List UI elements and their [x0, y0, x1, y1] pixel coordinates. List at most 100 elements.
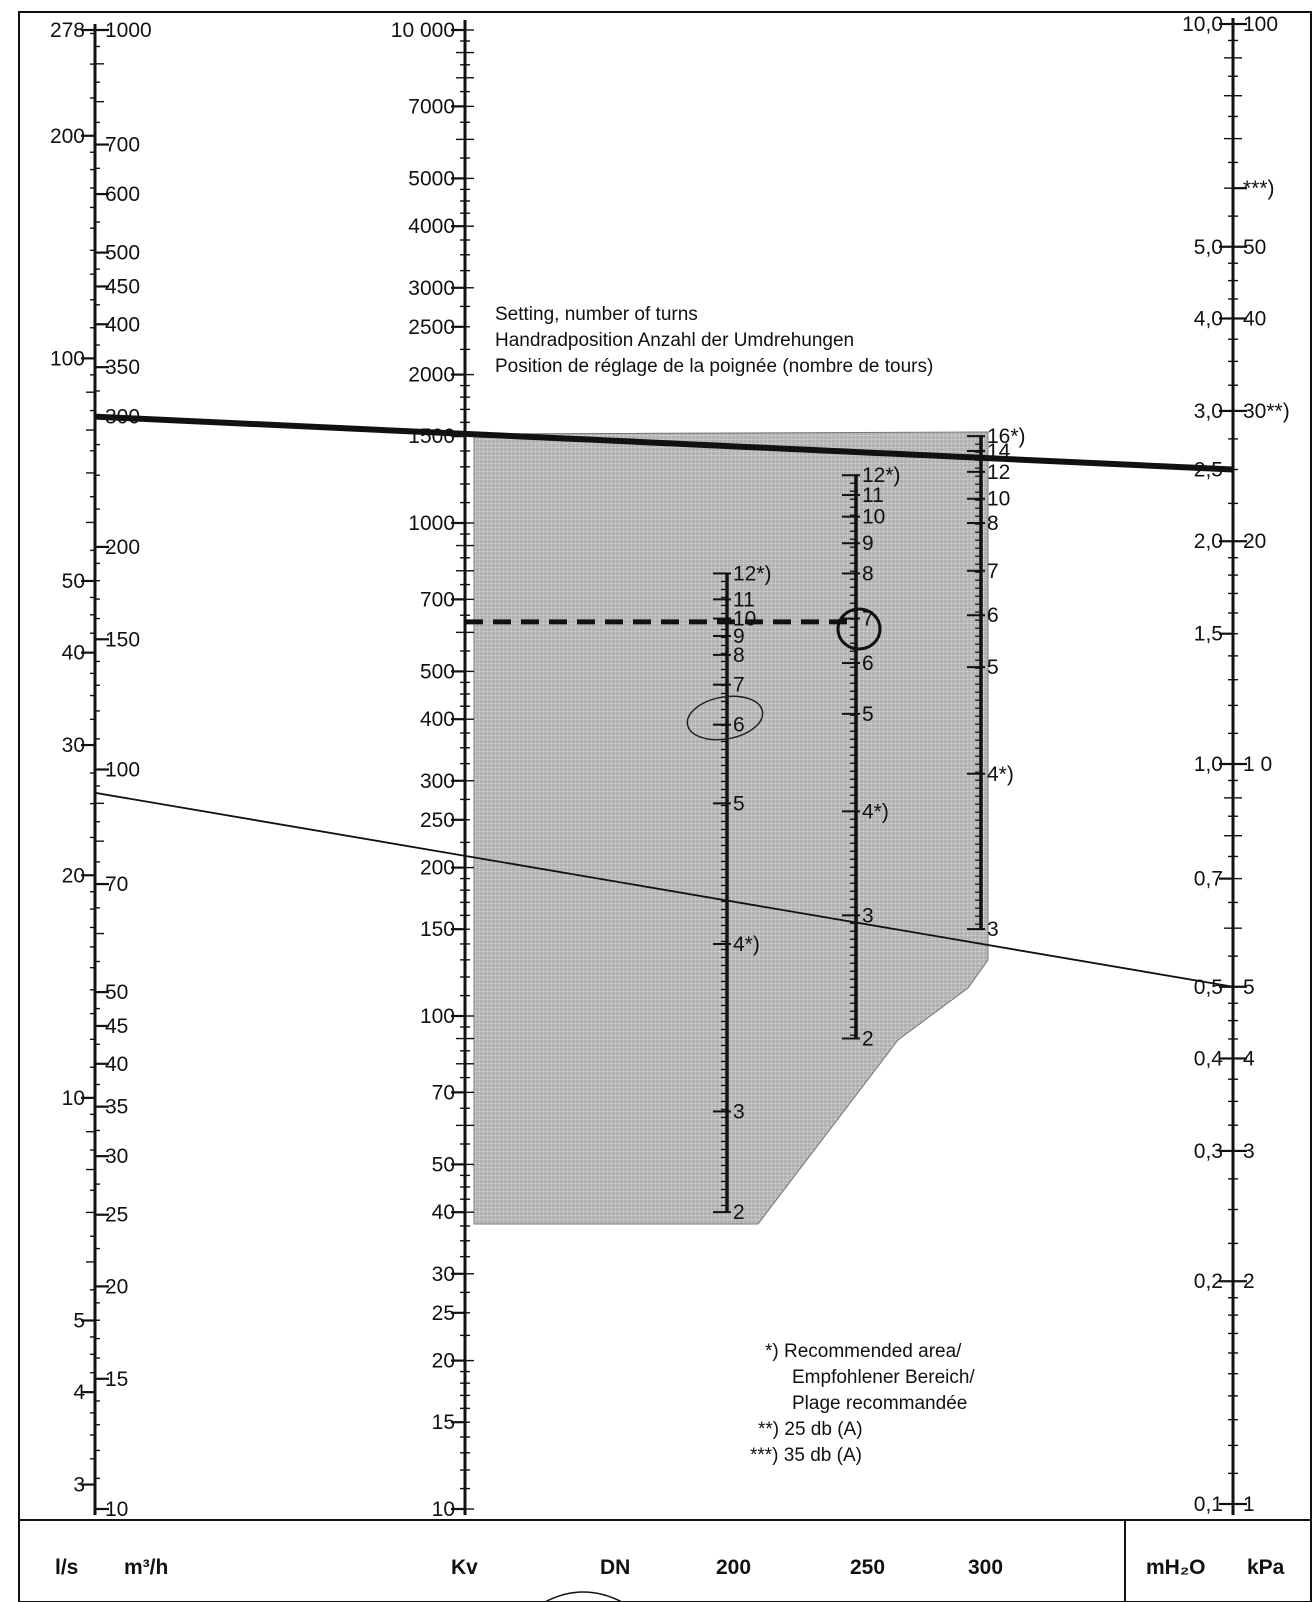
m3h-tick-label: 15	[105, 1368, 128, 1391]
m3h-tick-label: 450	[105, 275, 140, 298]
kv-tick-label: 30	[432, 1263, 455, 1286]
dn250-turn-label: 2	[862, 1028, 874, 1051]
dn200-turn-label: 10	[733, 608, 756, 631]
setting-note: Setting, number of turns Handradposition…	[495, 304, 933, 377]
mh2o-tick-label: 1,0	[1194, 753, 1223, 776]
kpa-tick-label: 100	[1243, 13, 1278, 36]
footer-label-dn: DN	[600, 1556, 630, 1579]
kv-tick-label: 4000	[408, 215, 455, 238]
footer-labels: l/s m³/h Kv DN 200 250 300 mH₂O kPa	[55, 1556, 1285, 1579]
axes-layer: 1000700600500450400350300200150100705045…	[50, 13, 1290, 1521]
dn200-turn-label: 2	[733, 1201, 745, 1224]
m3h-tick-label: 200	[105, 536, 140, 559]
dn300-turn-label: 4*)	[987, 763, 1014, 786]
kpa-tick-label: 40	[1243, 307, 1266, 330]
footer-label-dn250: 250	[850, 1556, 885, 1579]
m3h-tick-label: 600	[105, 183, 140, 206]
mh2o-tick-label: 0,3	[1194, 1140, 1223, 1163]
kv-tick-label: 25	[432, 1302, 455, 1325]
kpa-tick-label: 4	[1243, 1047, 1255, 1070]
legend-35db: ***) 35 db (A)	[750, 1445, 862, 1466]
kv-tick-label: 2000	[408, 364, 455, 387]
footer-label-ls: l/s	[55, 1556, 78, 1579]
dn300-turn-label: 3	[987, 918, 999, 941]
dn250-turn-label: 5	[862, 703, 874, 726]
m3h-tick-label: 20	[105, 1275, 128, 1298]
m3h-tick-label: 400	[105, 313, 140, 336]
dn200-turn-label: 6	[733, 714, 745, 737]
dn200-turn-label: 7	[733, 674, 745, 697]
m3h-tick-label: 70	[105, 873, 128, 896]
mh2o-tick-label: 2,0	[1194, 530, 1223, 553]
dn200-turn-label: 3	[733, 1101, 745, 1124]
m3h-tick-label: 40	[105, 1053, 128, 1076]
chart-frame	[18, 11, 1312, 1602]
kv-tick-label: 50	[432, 1153, 455, 1176]
mh2o-tick-label: 0,2	[1194, 1270, 1223, 1293]
legend-recommended-en: *) Recommended area/	[765, 1341, 962, 1362]
footer-label-m3h: m³/h	[124, 1556, 168, 1579]
m3h-tick-label: 1000	[105, 19, 152, 42]
kv-tick-label: 1000	[408, 512, 455, 535]
m3h-tick-label: 350	[105, 356, 140, 379]
dn200-turn-label: 8	[733, 644, 745, 667]
ls-tick-label: 10	[62, 1087, 85, 1110]
ls-tick-label: 200	[50, 125, 85, 148]
dn250-turn-label: 4*)	[862, 800, 889, 823]
recommended-area	[473, 431, 989, 1225]
mh2o-tick-label: 4,0	[1194, 307, 1223, 330]
footer-label-mh2o: mH₂O	[1146, 1556, 1206, 1579]
mh2o-tick-label: 0,1	[1194, 1493, 1223, 1516]
kv-tick-label: 300	[420, 770, 455, 793]
kpa-tick-label: ***)	[1243, 177, 1275, 200]
ls-tick-label: 5	[73, 1309, 85, 1332]
dn300-turn-label: 6	[987, 604, 999, 627]
kv-tick-label: 10	[432, 1498, 455, 1521]
dn300-turn-label: 10	[987, 488, 1010, 511]
ls-tick-label: 40	[62, 642, 85, 665]
kv-tick-label: 500	[420, 660, 455, 683]
mh2o-tick-label: 1,5	[1194, 623, 1223, 646]
dn250-turn-label: 11	[862, 484, 884, 507]
legend-recommended-fr: Plage recommandée	[792, 1393, 967, 1414]
dn250-turn-label: 7	[862, 608, 874, 631]
ls-tick-label: 4	[73, 1381, 85, 1404]
setting-note-en: Setting, number of turns	[495, 304, 698, 325]
kv-tick-label: 200	[420, 857, 455, 880]
legend-recommended-de: Empfohlener Bereich/	[792, 1367, 975, 1388]
mh2o-tick-label: 10,0	[1182, 13, 1223, 36]
dn200-turn-label: 5	[733, 792, 745, 815]
kv-tick-label: 700	[420, 588, 455, 611]
dn200-turn-label: 9	[733, 625, 745, 648]
m3h-tick-label: 500	[105, 242, 140, 265]
m3h-tick-label: 45	[105, 1015, 128, 1038]
setting-circle-dn200	[686, 695, 764, 741]
dn250-turn-label: 9	[862, 532, 874, 555]
dn250-turn-label: 12*)	[862, 464, 901, 487]
kpa-tick-label: 20	[1243, 530, 1266, 553]
m3h-tick-label: 700	[105, 134, 140, 157]
kpa-tick-label: 1	[1243, 1493, 1255, 1516]
footer-circle-fragment	[544, 1591, 623, 1602]
kpa-tick-label: 5	[1243, 976, 1255, 999]
footer-label-kpa: kPa	[1247, 1556, 1285, 1579]
setting-note-fr: Position de réglage de la poignée (nombr…	[495, 356, 933, 377]
kpa-tick-label: 50	[1243, 236, 1266, 259]
m3h-tick-label: 100	[105, 759, 140, 782]
dn300-turn-label: 8	[987, 512, 999, 535]
ls-tick-label: 3	[73, 1474, 85, 1497]
kv-tick-label: 150	[420, 918, 455, 941]
dn200-turn-label: 4*)	[733, 933, 760, 956]
dn250-turn-label: 3	[862, 904, 874, 927]
kv-tick-label: 10 000	[391, 19, 455, 42]
footer-label-kv: Kv	[451, 1556, 478, 1579]
setting-note-de: Handradposition Anzahl der Umdrehungen	[495, 330, 854, 351]
example-lines-layer	[94, 413, 1234, 988]
ls-tick-label: 100	[50, 347, 85, 370]
m3h-tick-label: 150	[105, 628, 140, 651]
thin-solution-line	[94, 791, 1234, 988]
dn200-turn-label: 11	[733, 588, 755, 611]
kv-tick-label: 2500	[408, 316, 455, 339]
kpa-tick-label: 2	[1243, 1270, 1255, 1293]
